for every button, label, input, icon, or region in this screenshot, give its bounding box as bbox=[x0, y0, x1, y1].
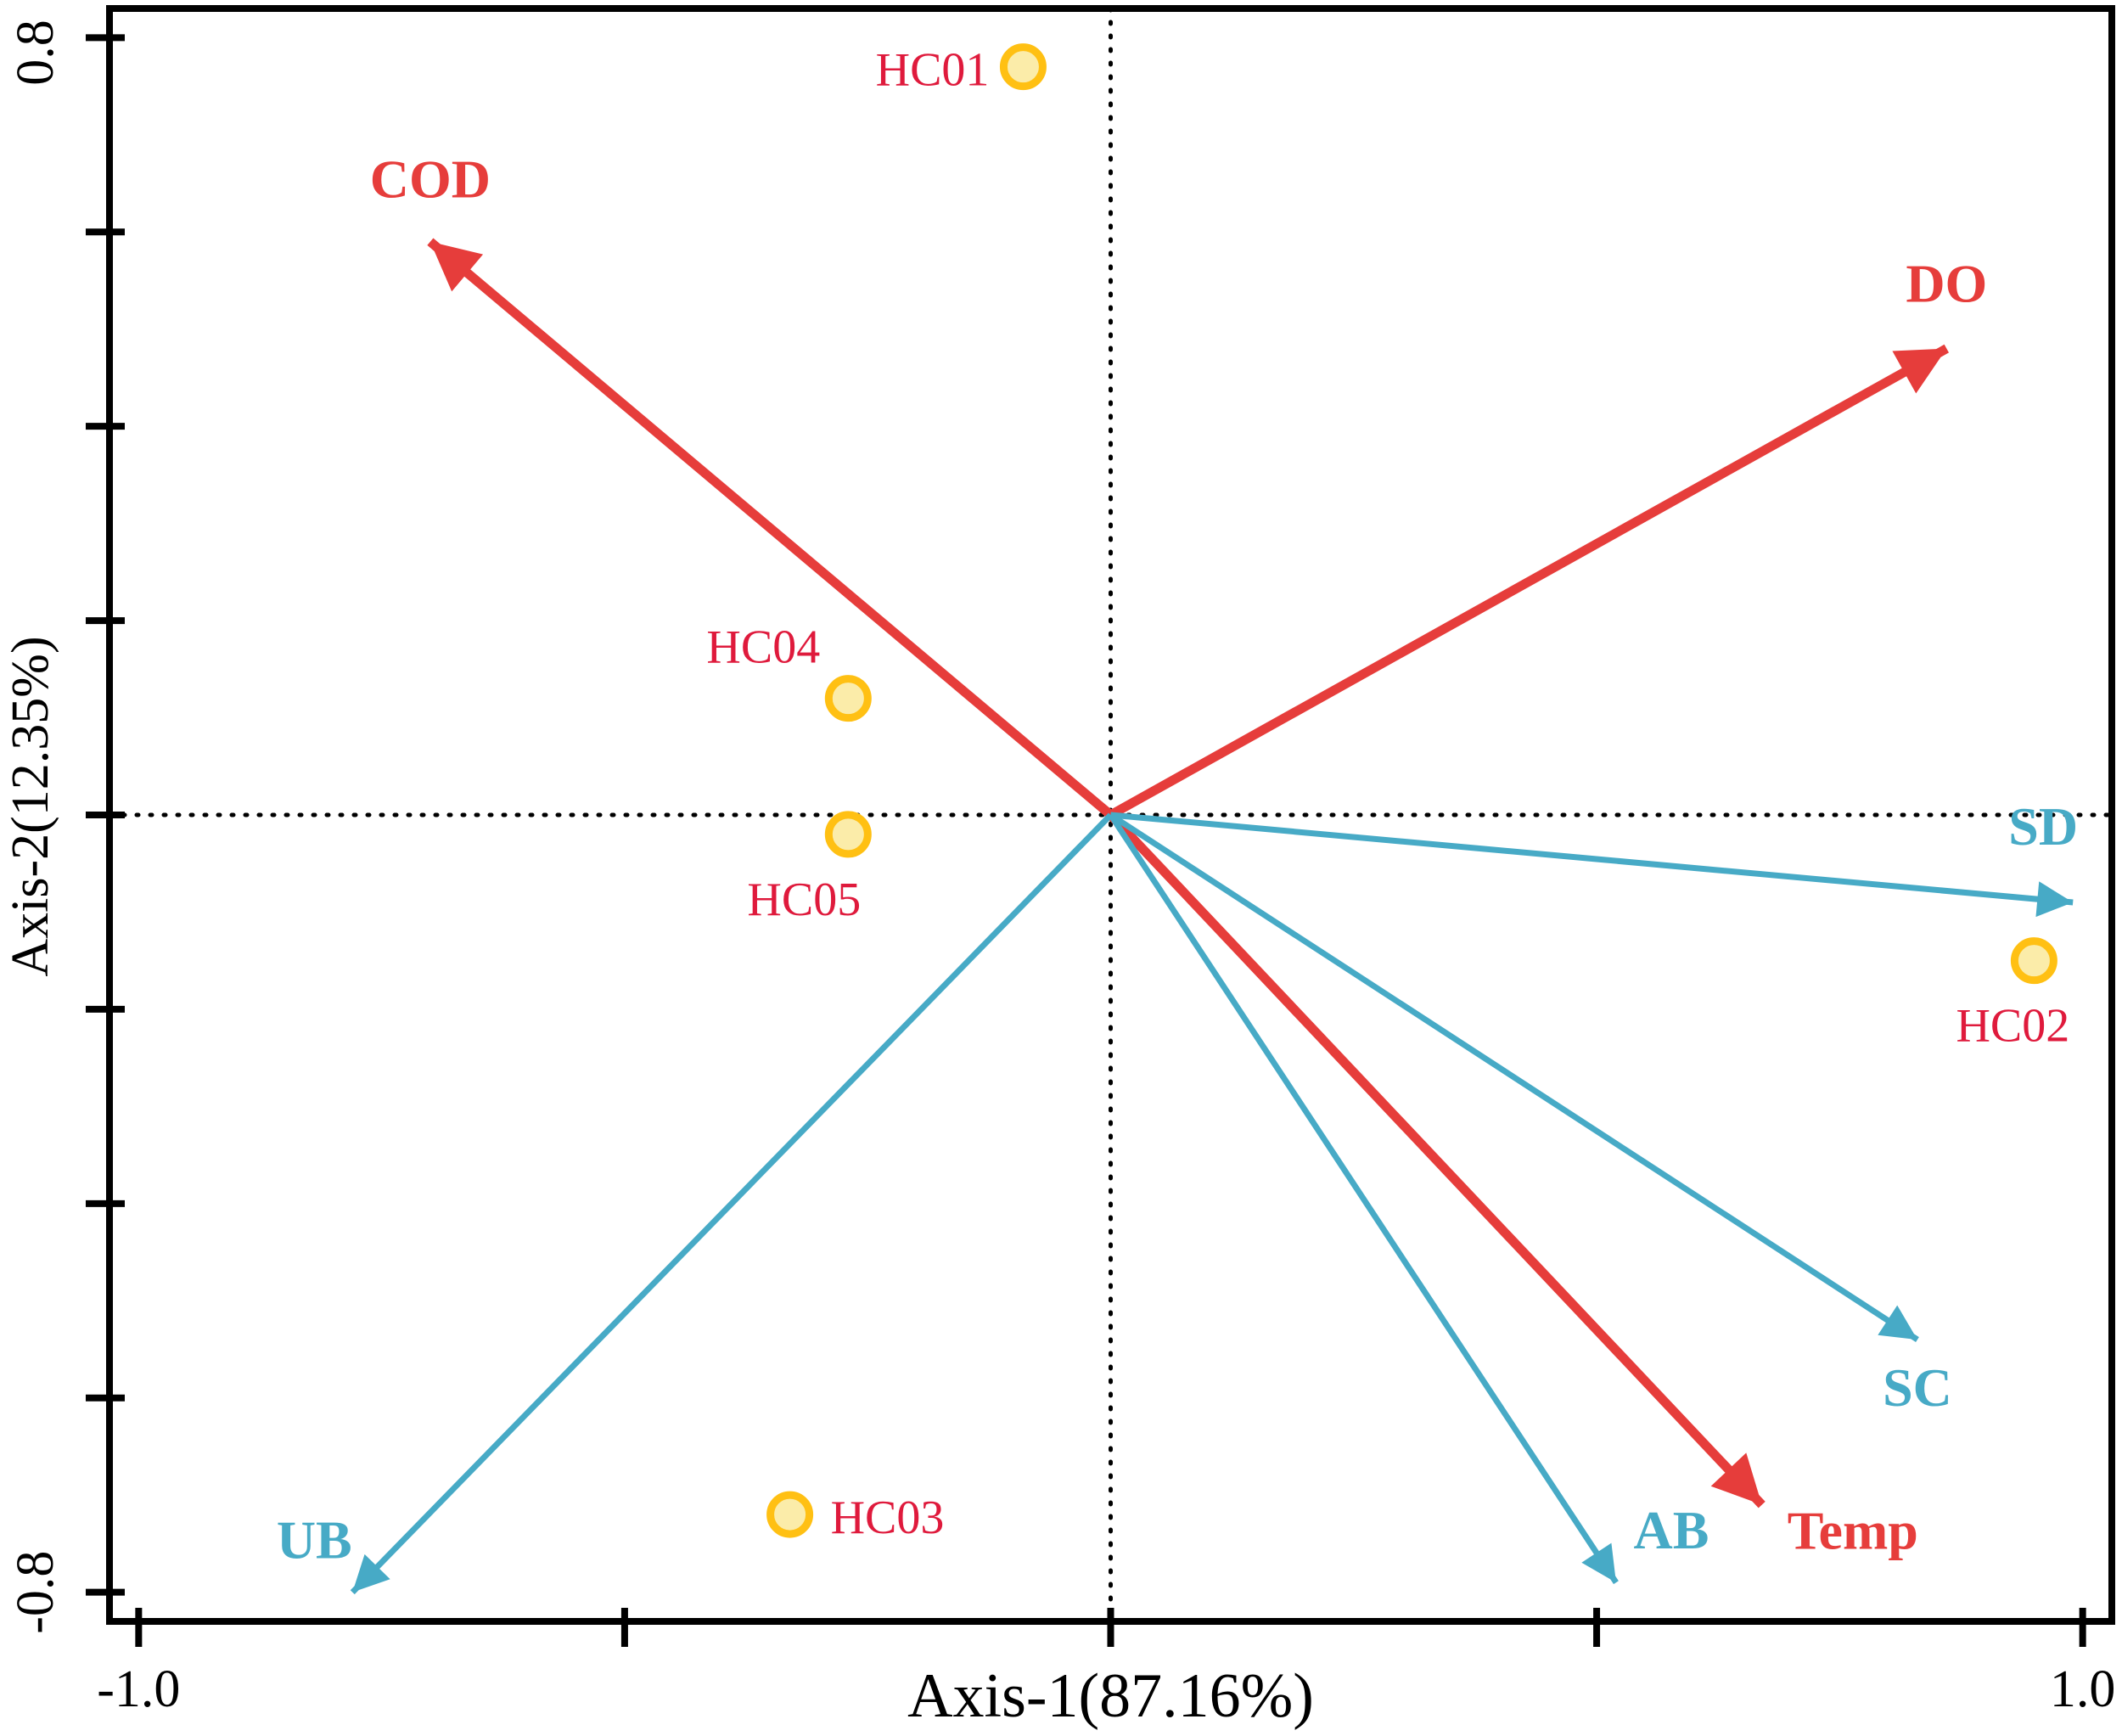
vector-label-DO: DO bbox=[1906, 254, 1987, 314]
vector-arrows: COD DO Temp SD SC AB UB bbox=[277, 149, 2078, 1595]
x-tick-label: 1.0 bbox=[2050, 1660, 2116, 1718]
vector-label-UB: UB bbox=[277, 1510, 352, 1570]
site-label-HC05: HC05 bbox=[747, 874, 861, 926]
site-point-HC05 bbox=[824, 811, 872, 858]
x-axis: -1.0 1.0 Axis-1(87.16%) bbox=[97, 1608, 2115, 1731]
vector-arrow-COD bbox=[427, 238, 1114, 819]
vector-label-AB: AB bbox=[1634, 1500, 1709, 1560]
y-axis-title: Axis-2(12.35%) bbox=[2, 636, 59, 976]
vector-arrow-DO bbox=[1108, 344, 1950, 819]
y-tick-label: -0.8 bbox=[7, 1551, 65, 1634]
vector-label-SD: SD bbox=[2008, 796, 2078, 857]
vector-arrow-Temp bbox=[1107, 812, 1766, 1508]
site-point-HC01 bbox=[999, 43, 1047, 91]
vector-arrow-SC bbox=[1109, 812, 1919, 1343]
site-label-HC02: HC02 bbox=[1956, 1000, 2069, 1053]
site-label-HC04: HC04 bbox=[706, 621, 820, 674]
vector-arrow-SD bbox=[1110, 812, 2074, 918]
site-label-HC03: HC03 bbox=[831, 1492, 945, 1544]
x-axis-title: Axis-1(87.16%) bbox=[907, 1661, 1314, 1731]
y-axis: 0.8 -0.8 Axis-2(12.35%) bbox=[2, 20, 125, 1634]
vector-label-SC: SC bbox=[1883, 1357, 1952, 1418]
site-points: HC01 HC02 HC03 HC04 HC05 bbox=[706, 43, 2069, 1544]
site-point-HC03 bbox=[766, 1491, 814, 1538]
vector-label-Temp: Temp bbox=[1788, 1501, 1918, 1561]
vector-arrow-AB bbox=[1108, 813, 1619, 1585]
vector-arrow-UB bbox=[350, 812, 1114, 1595]
vector-label-COD: COD bbox=[370, 149, 491, 210]
site-point-HC02 bbox=[2010, 937, 2057, 985]
site-point-HC04 bbox=[824, 675, 872, 722]
x-tick-label: -1.0 bbox=[97, 1660, 180, 1718]
site-label-HC01: HC01 bbox=[876, 44, 990, 97]
origin-gridlines bbox=[107, 6, 2114, 1624]
y-tick-label: 0.8 bbox=[7, 20, 65, 86]
